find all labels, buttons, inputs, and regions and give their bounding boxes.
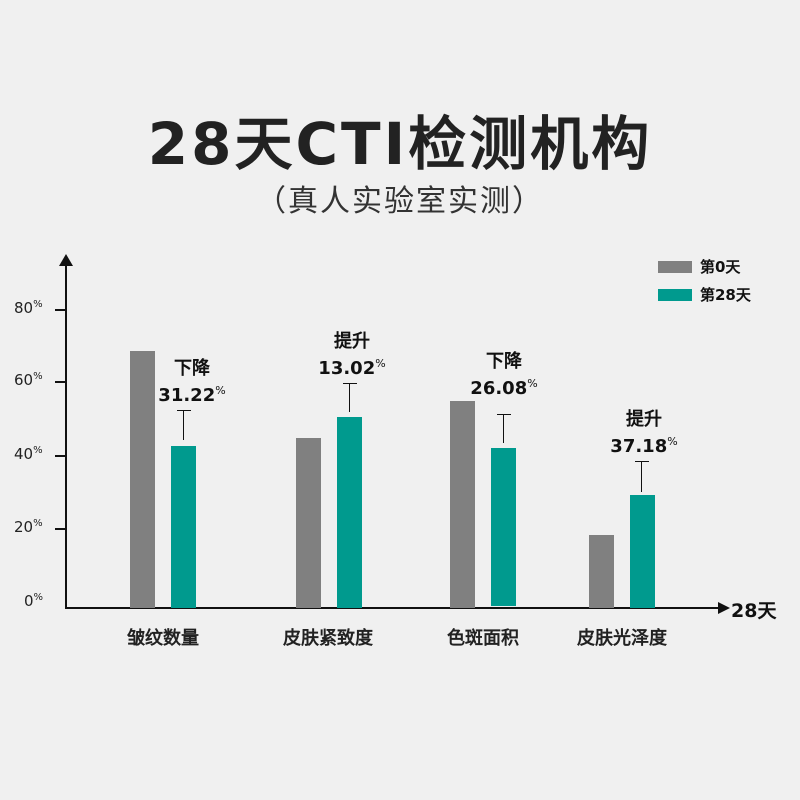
y-tick-label-40: 40% [14, 445, 43, 463]
bar-spots-day28 [491, 448, 516, 606]
bar-gloss-day28 [630, 495, 655, 608]
annotation-wrinkles: 下降 31.22% [158, 358, 226, 406]
bar-wrinkles-day28 [171, 446, 196, 608]
bar-gloss-day0 [589, 535, 614, 608]
chart-subtitle: （真人实验室实测） [256, 184, 544, 219]
annotation-firmness: 提升 13.02% [318, 331, 386, 379]
legend-swatch-day28 [658, 288, 692, 301]
legend-label: 第28天 [700, 286, 751, 304]
category-label-wrinkles: 皱纹数量 [127, 628, 199, 649]
x-axis-label: 28天 [731, 600, 777, 622]
y-tick-40 [55, 455, 65, 457]
y-tick-20 [55, 528, 65, 530]
y-axis-arrow-icon [59, 254, 73, 266]
chart-title: 28天CTI检测机构 [147, 110, 653, 178]
bar-firmness-day0 [296, 438, 321, 608]
bar-firmness-day28 [337, 417, 362, 608]
y-tick-label-80: 80% [14, 299, 43, 317]
error-bar-line [183, 410, 185, 440]
error-bar-line [641, 461, 643, 492]
legend-label: 第0天 [700, 258, 741, 276]
category-label-gloss: 皮肤光泽度 [577, 628, 667, 649]
error-bar-line [349, 383, 351, 412]
category-label-firmness: 皮肤紧致度 [283, 628, 373, 649]
y-tick-label-60: 60% [14, 371, 43, 389]
x-axis [65, 607, 720, 609]
category-label-spots: 色斑面积 [447, 628, 519, 649]
legend-swatch-day0 [658, 260, 692, 273]
error-bar-line [503, 414, 505, 443]
legend-item-day28: 第28天 [658, 284, 751, 305]
y-tick-label-20: 20% [14, 518, 43, 536]
y-tick-label-0: 0% [24, 592, 44, 610]
y-tick-60 [55, 381, 65, 383]
bar-spots-day0 [450, 401, 475, 608]
legend-item-day0: 第0天 [658, 256, 740, 277]
annotation-gloss: 提升 37.18% [610, 409, 678, 457]
annotation-spots: 下降 26.08% [470, 351, 538, 399]
y-axis [65, 262, 67, 609]
y-tick-80 [55, 309, 65, 311]
bar-wrinkles-day0 [130, 351, 155, 608]
x-axis-arrow-icon [718, 602, 730, 614]
